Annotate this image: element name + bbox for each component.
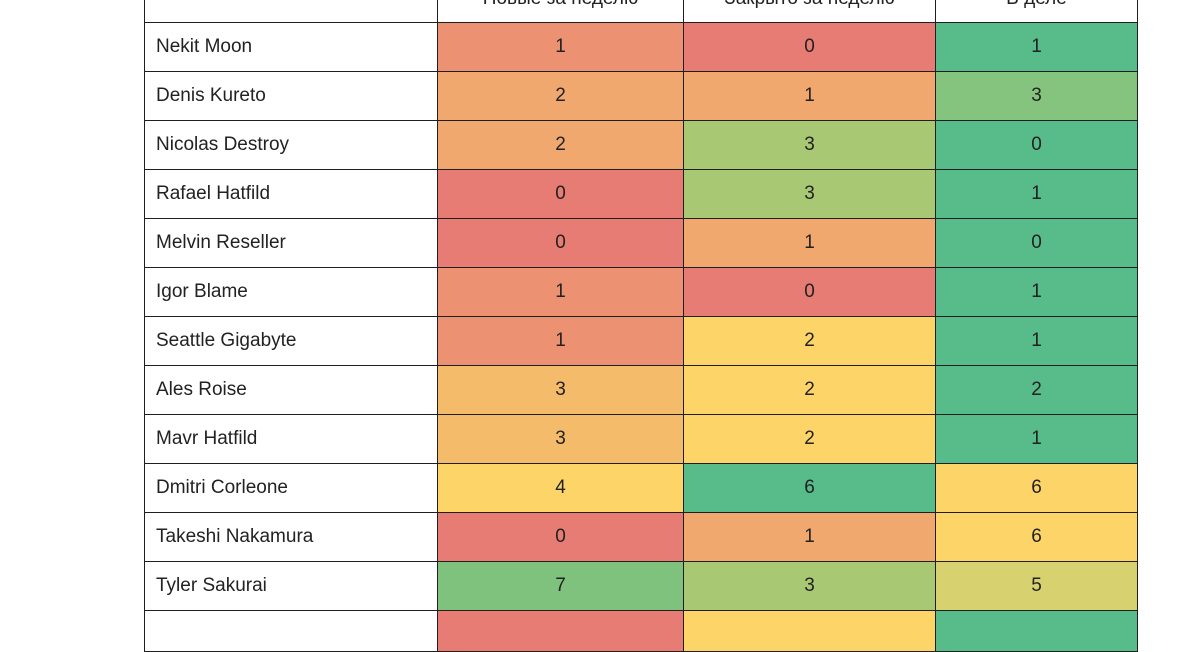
header-in-work[interactable]: В деле xyxy=(935,0,1138,23)
cell-name[interactable]: Ales Roise xyxy=(144,365,438,415)
table-row: Melvin Reseller 0 1 0 xyxy=(144,218,1138,268)
cell-in-work[interactable]: 1 xyxy=(935,316,1138,366)
cell-new-this-week[interactable]: 3 xyxy=(437,365,684,415)
table-row: Denis Kureto 2 1 3 xyxy=(144,71,1138,121)
cell-new-this-week[interactable]: 7 xyxy=(437,561,684,611)
cell-closed-this-week[interactable]: 0 xyxy=(683,22,936,72)
cell-name[interactable]: Nicolas Destroy xyxy=(144,120,438,170)
cell-closed-this-week[interactable]: 0 xyxy=(683,267,936,317)
cell-name[interactable]: Rafael Hatfild xyxy=(144,169,438,219)
header-new-this-week[interactable]: Новые за неделю xyxy=(437,0,684,23)
cell-name[interactable] xyxy=(144,610,438,652)
cell-in-work[interactable]: 6 xyxy=(935,463,1138,513)
cell-closed-this-week[interactable]: 1 xyxy=(683,218,936,268)
table-row: Seattle Gigabyte 1 2 1 xyxy=(144,316,1138,366)
cell-in-work[interactable]: 1 xyxy=(935,22,1138,72)
cell-new-this-week[interactable]: 1 xyxy=(437,267,684,317)
cell-name[interactable]: Tyler Sakurai xyxy=(144,561,438,611)
table-row-partial xyxy=(144,610,1138,652)
table-row: Ales Roise 3 2 2 xyxy=(144,365,1138,415)
header-name[interactable] xyxy=(144,0,438,23)
cell-in-work[interactable]: 5 xyxy=(935,561,1138,611)
cell-name[interactable]: Denis Kureto xyxy=(144,71,438,121)
cell-new-this-week[interactable]: 3 xyxy=(437,414,684,464)
table-row: Nekit Moon 1 0 1 xyxy=(144,22,1138,72)
cell-new-this-week[interactable] xyxy=(437,610,684,652)
cell-name[interactable]: Takeshi Nakamura xyxy=(144,512,438,562)
cell-in-work[interactable]: 3 xyxy=(935,71,1138,121)
cell-new-this-week[interactable]: 2 xyxy=(437,71,684,121)
cell-new-this-week[interactable]: 4 xyxy=(437,463,684,513)
table-row: Tyler Sakurai 7 3 5 xyxy=(144,561,1138,611)
cell-name[interactable]: Igor Blame xyxy=(144,267,438,317)
table-row: Mavr Hatfild 3 2 1 xyxy=(144,414,1138,464)
cell-in-work[interactable] xyxy=(935,610,1138,652)
cell-closed-this-week[interactable]: 2 xyxy=(683,365,936,415)
table-row: Igor Blame 1 0 1 xyxy=(144,267,1138,317)
cell-in-work[interactable]: 1 xyxy=(935,267,1138,317)
table-row: Rafael Hatfild 0 3 1 xyxy=(144,169,1138,219)
cell-name[interactable]: Mavr Hatfild xyxy=(144,414,438,464)
cell-closed-this-week[interactable]: 3 xyxy=(683,561,936,611)
cell-in-work[interactable]: 2 xyxy=(935,365,1138,415)
header-closed-this-week[interactable]: Закрыто за неделю xyxy=(683,0,936,23)
cell-name[interactable]: Nekit Moon xyxy=(144,22,438,72)
cell-closed-this-week[interactable]: 6 xyxy=(683,463,936,513)
table-row: Dmitri Corleone 4 6 6 xyxy=(144,463,1138,513)
cell-closed-this-week[interactable]: 3 xyxy=(683,120,936,170)
cell-name[interactable]: Dmitri Corleone xyxy=(144,463,438,513)
cell-in-work[interactable]: 6 xyxy=(935,512,1138,562)
cell-closed-this-week[interactable] xyxy=(683,610,936,652)
cell-in-work[interactable]: 1 xyxy=(935,169,1138,219)
header-row: Новые за неделю Закрыто за неделю В деле xyxy=(144,0,1138,23)
cell-new-this-week[interactable]: 2 xyxy=(437,120,684,170)
cell-in-work[interactable]: 1 xyxy=(935,414,1138,464)
cell-in-work[interactable]: 0 xyxy=(935,218,1138,268)
cell-new-this-week[interactable]: 0 xyxy=(437,169,684,219)
cell-new-this-week[interactable]: 0 xyxy=(437,512,684,562)
cell-name[interactable]: Melvin Reseller xyxy=(144,218,438,268)
table-row: Takeshi Nakamura 0 1 6 xyxy=(144,512,1138,562)
cell-new-this-week[interactable]: 1 xyxy=(437,22,684,72)
cell-name[interactable]: Seattle Gigabyte xyxy=(144,316,438,366)
table-body: Nekit Moon 1 0 1 Denis Kureto 2 1 3 Nicolas Dest… xyxy=(144,22,1138,652)
weekly-stats-table: Новые за неделю Закрыто за неделю В деле… xyxy=(144,0,1138,652)
table-row: Nicolas Destroy 2 3 0 xyxy=(144,120,1138,170)
cell-new-this-week[interactable]: 0 xyxy=(437,218,684,268)
cell-closed-this-week[interactable]: 1 xyxy=(683,71,936,121)
cell-in-work[interactable]: 0 xyxy=(935,120,1138,170)
cell-closed-this-week[interactable]: 1 xyxy=(683,512,936,562)
cell-new-this-week[interactable]: 1 xyxy=(437,316,684,366)
cell-closed-this-week[interactable]: 2 xyxy=(683,316,936,366)
cell-closed-this-week[interactable]: 3 xyxy=(683,169,936,219)
cell-closed-this-week[interactable]: 2 xyxy=(683,414,936,464)
spreadsheet-area: Новые за неделю Закрыто за неделю В деле… xyxy=(144,0,1138,652)
